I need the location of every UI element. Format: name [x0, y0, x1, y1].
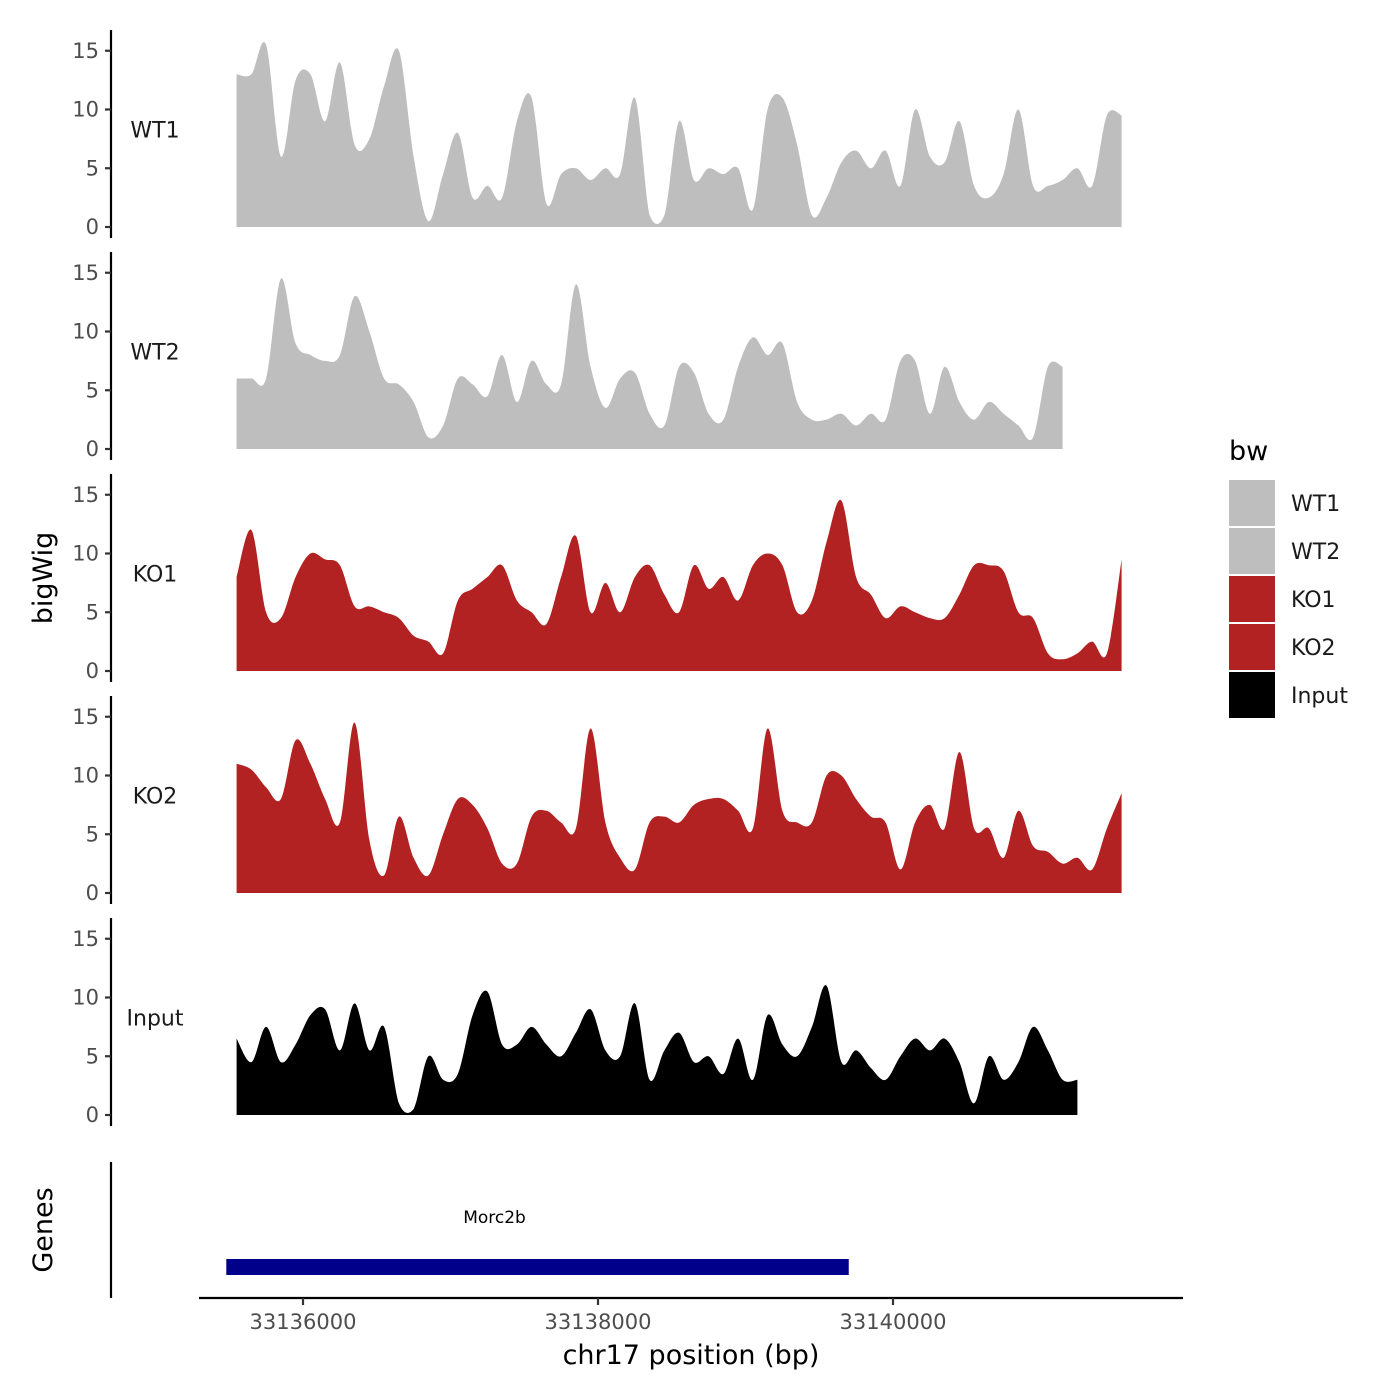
y-tick-label: 5 — [86, 822, 99, 846]
gene-label: Morc2b — [463, 1208, 526, 1228]
y-tick-label: 0 — [86, 437, 99, 461]
y-tick-label: 15 — [72, 705, 99, 729]
coverage-area-input — [236, 985, 1078, 1115]
legend-entry-wt2: WT2 — [1229, 528, 1340, 574]
gene-panel: Morc2b — [109, 1162, 849, 1298]
legend-swatch — [1229, 480, 1275, 526]
legend-swatch — [1229, 576, 1275, 622]
track-label-wt2: WT2 — [130, 340, 179, 365]
y-tick-label: 10 — [72, 542, 99, 566]
x-tick-label: 33140000 — [840, 1310, 947, 1334]
strand-arrow-icon — [228, 1262, 236, 1272]
y-tick-label: 10 — [72, 986, 99, 1010]
coverage-area-ko2 — [236, 722, 1122, 893]
legend-label: Input — [1291, 684, 1348, 709]
y-tick-label: 15 — [72, 261, 99, 285]
gene-models: Morc2b — [226, 1208, 849, 1275]
track-label-wt1: WT1 — [130, 118, 179, 143]
y-tick-label: 0 — [86, 215, 99, 239]
y-tick-label: 5 — [86, 156, 99, 180]
y-tick-label: 0 — [86, 1103, 99, 1127]
track-input: 0 5 10 15 Input — [72, 918, 1078, 1127]
y-tick-label: 5 — [86, 378, 99, 402]
y-tick-label: 5 — [86, 600, 99, 624]
y-tick-label: 15 — [72, 483, 99, 507]
y-tick-label: 0 — [86, 659, 99, 683]
x-tick-label: 33138000 — [545, 1310, 652, 1334]
y-tick-label: 10 — [72, 764, 99, 788]
coverage-area-ko1 — [236, 499, 1123, 671]
coverage-tracks: 0 5 10 15 WT1 0 5 10 15 WT2 0 5 10 15 KO1 0 5 10 15 KO2 0 5 10… — [72, 30, 1123, 1127]
coverage-area-wt1 — [236, 41, 1122, 227]
legend-entry-input: Input — [1229, 672, 1348, 718]
track-label-input: Input — [127, 1006, 184, 1031]
y-axis-title: bigWig — [28, 532, 59, 625]
track-ko2: 0 5 10 15 KO2 — [72, 696, 1122, 905]
y-tick-label: 5 — [86, 1044, 99, 1068]
legend-label: WT2 — [1291, 540, 1340, 565]
legend-title: bw — [1229, 436, 1268, 467]
track-wt2: 0 5 10 15 WT2 — [72, 252, 1063, 461]
track-label-ko2: KO2 — [133, 784, 178, 809]
genes-axis-title: Genes — [28, 1187, 59, 1272]
y-tick-label: 0 — [86, 881, 99, 905]
legend-entry-wt1: WT1 — [1229, 480, 1340, 526]
y-tick-label: 10 — [72, 98, 99, 122]
legend-swatch — [1229, 528, 1275, 574]
gene-body — [226, 1259, 849, 1275]
x-axis: 33136000 33138000 33140000 — [199, 1296, 1183, 1334]
legend-entry-ko2: KO2 — [1229, 624, 1336, 670]
track-wt1: 0 5 10 15 WT1 — [72, 30, 1122, 239]
legend-label: WT1 — [1291, 492, 1340, 517]
y-tick-label: 15 — [72, 39, 99, 63]
y-tick-label: 15 — [72, 927, 99, 951]
y-tick-label: 10 — [72, 320, 99, 344]
legend: bw WT1 WT2 KO1 KO2 Input — [1229, 436, 1348, 718]
legend-entry-ko1: KO1 — [1229, 576, 1336, 622]
coverage-area-wt2 — [236, 278, 1063, 449]
track-label-ko1: KO1 — [133, 562, 178, 587]
x-tick-label: 33136000 — [250, 1310, 357, 1334]
gene-morc2b: Morc2b — [226, 1208, 849, 1275]
legend-label: KO2 — [1291, 636, 1336, 661]
legend-entries: WT1 WT2 KO1 KO2 Input — [1229, 480, 1348, 718]
legend-label: KO1 — [1291, 588, 1336, 613]
legend-swatch — [1229, 672, 1275, 718]
track-ko1: 0 5 10 15 KO1 — [72, 474, 1123, 683]
legend-swatch — [1229, 624, 1275, 670]
x-axis-title: chr17 position (bp) — [563, 1340, 820, 1371]
